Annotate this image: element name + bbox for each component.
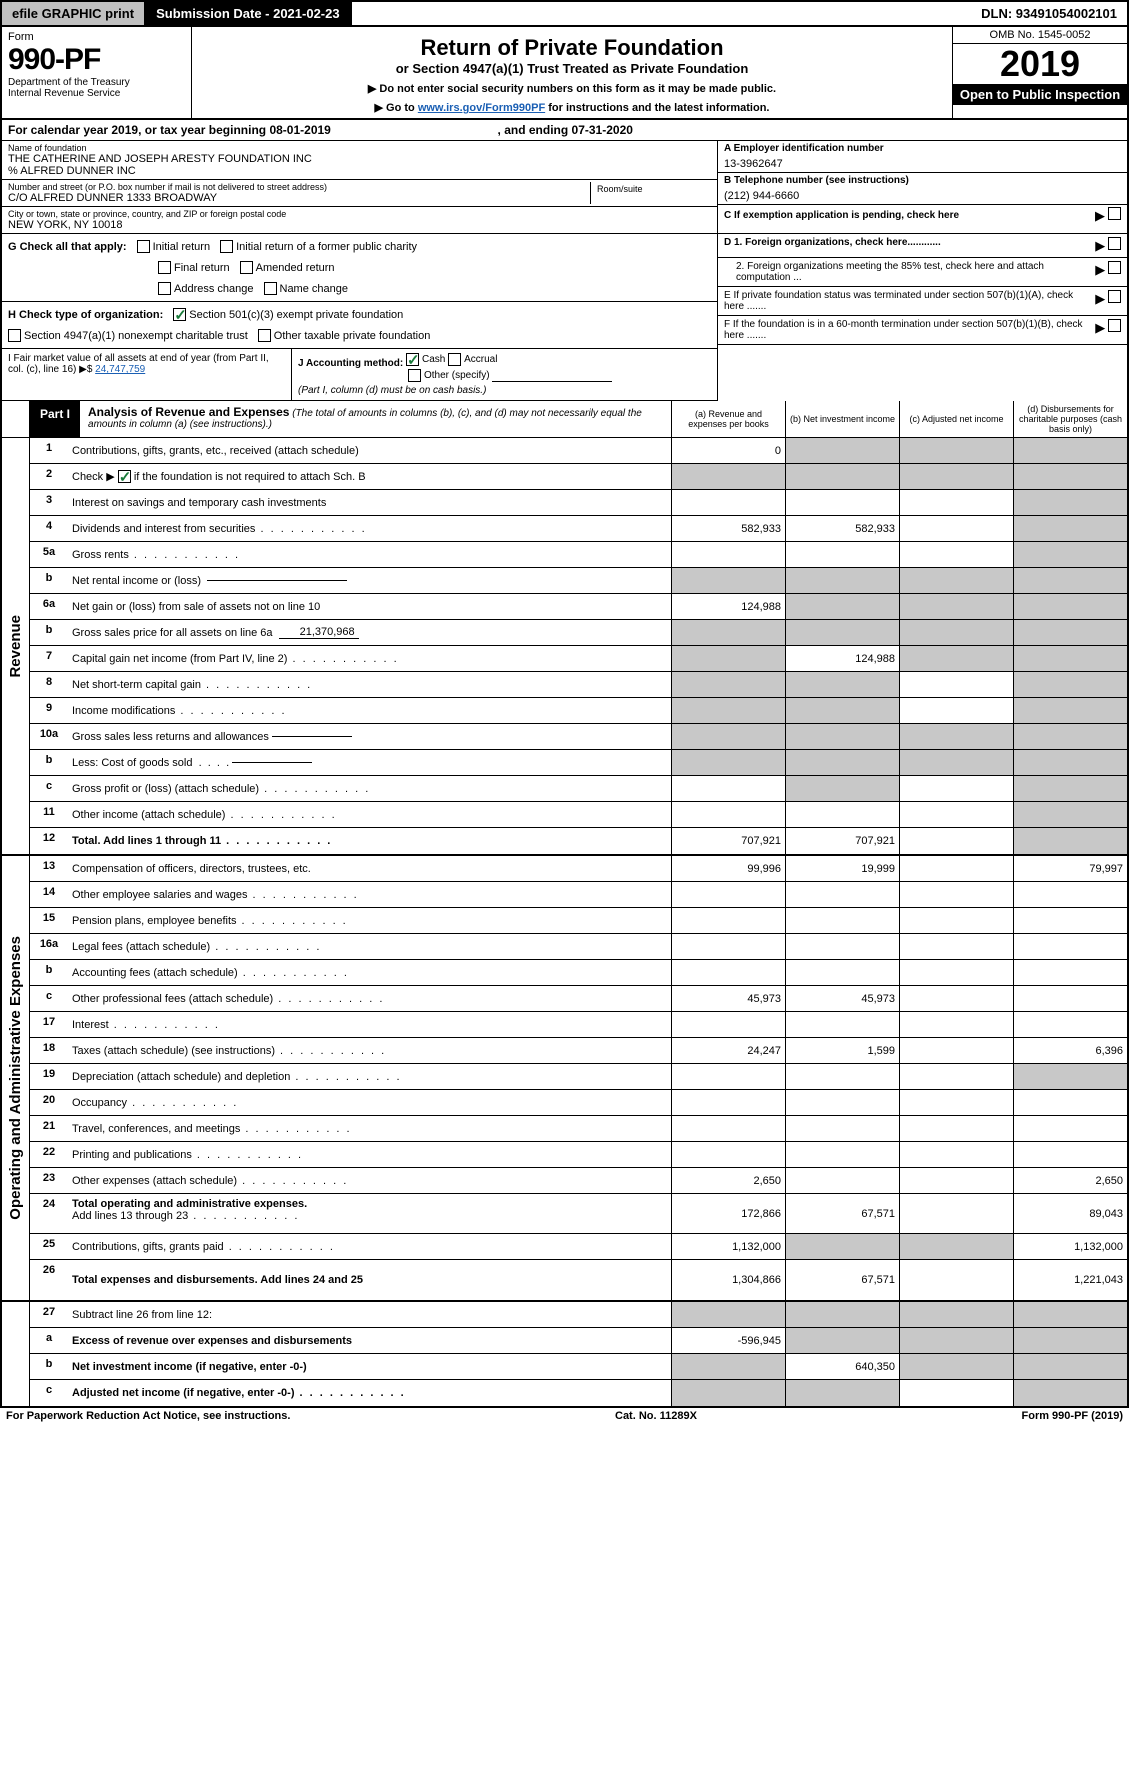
- ein: 13-3962647: [724, 154, 1121, 170]
- fmv-link[interactable]: 24,747,759: [95, 364, 145, 375]
- form-title: Return of Private Foundation: [202, 35, 942, 61]
- exempt-label: C If exemption application is pending, c…: [724, 210, 959, 221]
- irs-text: Internal Revenue Service: [8, 88, 185, 99]
- phone: (212) 944-6660: [724, 186, 1121, 202]
- dln: DLN: 93491054002101: [971, 2, 1127, 25]
- j-cash-checkbox[interactable]: [406, 353, 419, 366]
- g-initial-former-checkbox[interactable]: [220, 240, 233, 253]
- open-public: Open to Public Inspection: [953, 84, 1127, 105]
- exempt-checkbox[interactable]: [1108, 207, 1121, 220]
- part1-label: Part I: [30, 401, 80, 437]
- tel-label: B Telephone number (see instructions): [724, 175, 1121, 186]
- d2-checkbox[interactable]: [1108, 261, 1121, 274]
- cat-number: Cat. No. 11289X: [615, 1410, 697, 1422]
- name-label: Name of foundation: [8, 143, 711, 153]
- h-other-checkbox[interactable]: [258, 329, 271, 342]
- form-990pf: Form 990-PF Department of the Treasury I…: [0, 27, 1129, 1408]
- page-footer: For Paperwork Reduction Act Notice, see …: [0, 1408, 1129, 1424]
- j-other-checkbox[interactable]: [408, 369, 421, 382]
- section-i: I Fair market value of all assets at end…: [2, 349, 292, 400]
- section-g: G Check all that apply: Initial return I…: [2, 234, 717, 302]
- section-h: H Check type of organization: Section 50…: [2, 302, 717, 349]
- schb-checkbox[interactable]: [118, 470, 131, 483]
- j-accrual-checkbox[interactable]: [448, 353, 461, 366]
- city-label: City or town, state or province, country…: [8, 209, 711, 219]
- g-addr-change-checkbox[interactable]: [158, 282, 171, 295]
- instr-goto: ▶ Go to www.irs.gov/Form990PF for instru…: [202, 101, 942, 114]
- info-grid: Name of foundation THE CATHERINE AND JOS…: [2, 141, 1127, 234]
- expenses-table: Operating and Administrative Expenses 13…: [2, 856, 1127, 1302]
- foundation-name: THE CATHERINE AND JOSEPH ARESTY FOUNDATI…: [8, 153, 711, 165]
- section-j: J Accounting method: Cash Accrual Other …: [292, 349, 717, 400]
- dept-text: Department of the Treasury: [8, 77, 185, 88]
- e-checkbox[interactable]: [1108, 290, 1121, 303]
- city-state-zip: NEW YORK, NY 10018: [8, 219, 711, 231]
- g-initial-checkbox[interactable]: [137, 240, 150, 253]
- form-header: Form 990-PF Department of the Treasury I…: [2, 27, 1127, 120]
- co-name: % ALFRED DUNNER INC: [8, 165, 711, 177]
- g-final-checkbox[interactable]: [158, 261, 171, 274]
- addr-label: Number and street (or P.O. box number if…: [8, 182, 590, 192]
- tax-year: 2019: [953, 44, 1127, 84]
- form-label: Form: [8, 31, 185, 43]
- part1-header: Part I Analysis of Revenue and Expenses …: [2, 401, 1127, 438]
- col-d-header: (d) Disbursements for charitable purpose…: [1013, 401, 1127, 437]
- expenses-side-label: Operating and Administrative Expenses: [2, 856, 30, 1300]
- omb-number: OMB No. 1545-0052: [953, 27, 1127, 44]
- form-number: 990-PF: [8, 43, 185, 77]
- summary-table: 27Subtract line 26 from line 12: aExcess…: [2, 1302, 1127, 1406]
- ein-label: A Employer identification number: [724, 143, 1121, 154]
- street-address: C/O ALFRED DUNNER 1333 BROADWAY: [8, 192, 590, 204]
- revenue-side-label: Revenue: [2, 438, 30, 854]
- efile-print-button[interactable]: efile GRAPHIC print: [2, 2, 146, 25]
- d1-checkbox[interactable]: [1108, 237, 1121, 250]
- form-ref: Form 990-PF (2019): [1022, 1410, 1123, 1422]
- irs-link[interactable]: www.irs.gov/Form990PF: [418, 102, 545, 114]
- top-bar: efile GRAPHIC print Submission Date - 20…: [0, 0, 1129, 27]
- h-501c3-checkbox[interactable]: [173, 308, 186, 321]
- instr-nossn: ▶ Do not enter social security numbers o…: [202, 82, 942, 95]
- calendar-year-row: For calendar year 2019, or tax year begi…: [2, 120, 1127, 141]
- col-c-header: (c) Adjusted net income: [899, 401, 1013, 437]
- col-b-header: (b) Net investment income: [785, 401, 899, 437]
- h-4947-checkbox[interactable]: [8, 329, 21, 342]
- paperwork-notice: For Paperwork Reduction Act Notice, see …: [6, 1410, 290, 1422]
- g-name-change-checkbox[interactable]: [264, 282, 277, 295]
- g-amended-checkbox[interactable]: [240, 261, 253, 274]
- submission-date: Submission Date - 2021-02-23: [146, 2, 352, 25]
- form-subtitle: or Section 4947(a)(1) Trust Treated as P…: [202, 61, 942, 76]
- f-checkbox[interactable]: [1108, 319, 1121, 332]
- revenue-table: Revenue 1Contributions, gifts, grants, e…: [2, 438, 1127, 856]
- room-label: Room/suite: [597, 184, 705, 194]
- col-a-header: (a) Revenue and expenses per books: [671, 401, 785, 437]
